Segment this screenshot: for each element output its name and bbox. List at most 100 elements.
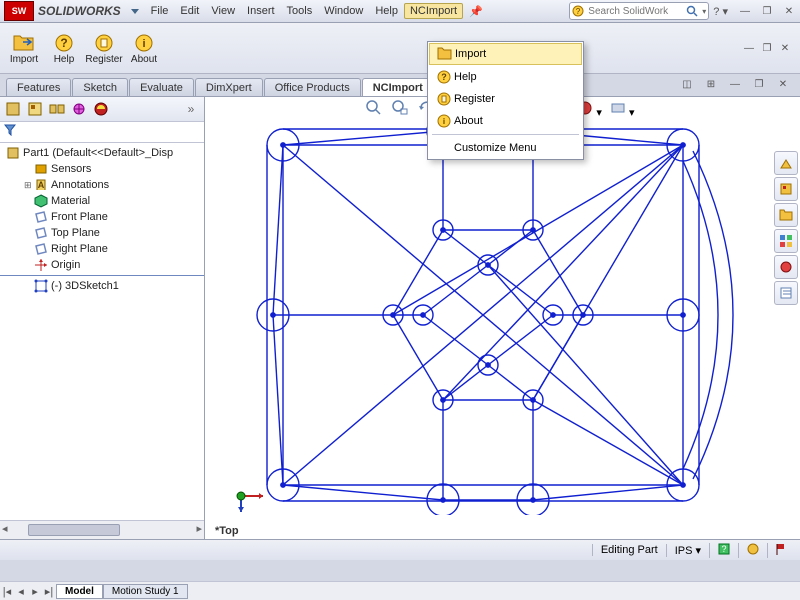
view-palette-icon[interactable] (774, 229, 798, 253)
dropdown-item-import[interactable]: Import (429, 43, 582, 65)
scrollbar-thumb[interactable] (28, 524, 120, 536)
expand-icon[interactable]: ⊞ (24, 180, 34, 191)
dropdown-item-about[interactable]: i About (428, 110, 583, 132)
tree-item-label: Front Plane (51, 211, 108, 223)
doc-minimize-button[interactable]: — (739, 40, 759, 56)
tab-evaluate[interactable]: Evaluate (129, 78, 194, 96)
tree-tab-feature-icon[interactable] (2, 99, 24, 119)
tree-tab-display-icon[interactable] (90, 99, 112, 119)
menu-dropdown-arrow[interactable] (131, 9, 139, 14)
tab-next-icon[interactable]: ▸ (28, 585, 42, 598)
menu-edit[interactable]: Edit (174, 3, 205, 19)
restore-button[interactable]: ❐ (757, 3, 777, 19)
tree-item-label: (-) 3DSketch1 (51, 280, 119, 292)
appearances-icon[interactable] (774, 255, 798, 279)
status-rebuild-icon[interactable] (738, 543, 767, 558)
search-input[interactable] (586, 5, 686, 18)
plane-icon (34, 242, 48, 256)
plane-icon (34, 226, 48, 240)
tree-item[interactable]: ⊞AAnnotations (0, 177, 204, 193)
bottom-tab-motion-study[interactable]: Motion Study 1 (103, 584, 188, 599)
menu-help[interactable]: Help (369, 3, 404, 19)
tree-item[interactable]: Sensors (0, 161, 204, 177)
tree-item-label: Right Plane (51, 243, 108, 255)
panel-min-button[interactable]: — (725, 76, 745, 92)
tab-ncimport[interactable]: NCImport (362, 78, 434, 96)
tree-overflow-icon[interactable]: » (180, 99, 202, 119)
panel-collapse-button[interactable]: ◫ (677, 76, 697, 92)
main-toolbar: Import ? Help Register i About — ❐ ✕ (0, 23, 800, 74)
tree-tab-config-icon[interactable] (46, 99, 68, 119)
tree-item-label: Material (51, 195, 90, 207)
dropdown-item-help[interactable]: ? Help (428, 66, 583, 88)
tree-rollback-bar[interactable] (0, 275, 204, 276)
menu-insert[interactable]: Insert (241, 3, 281, 19)
tab-sketch[interactable]: Sketch (72, 78, 128, 96)
command-manager-tabs: Features Sketch Evaluate DimXpert Office… (0, 74, 800, 97)
panel-close-button[interactable]: ✕ (773, 76, 793, 92)
tab-office-products[interactable]: Office Products (264, 78, 361, 96)
tree-item-label: Origin (51, 259, 80, 271)
status-flag-icon[interactable] (767, 543, 794, 558)
viewport[interactable]: ▾ ▾ ▾ ▾ ▾ ▾ *Top (205, 97, 800, 539)
help-icon: ? (53, 32, 75, 54)
dropdown-customize-menu[interactable]: Customize Menu (428, 137, 583, 159)
dropdown-separator (432, 134, 579, 135)
app-logo: SW (4, 1, 34, 21)
tree-item[interactable]: (-) 3DSketch1 (0, 278, 204, 294)
panel-max-button[interactable]: ❐ (749, 76, 769, 92)
doc-restore-button[interactable]: ❐ (757, 40, 777, 56)
about-button[interactable]: i About (124, 32, 164, 65)
tree-tab-dimxpert-icon[interactable] (68, 99, 90, 119)
part-icon (6, 146, 20, 160)
tree-item[interactable]: Origin (0, 257, 204, 273)
panel-tile-button[interactable]: ⊞ (701, 76, 721, 92)
tab-prev-icon[interactable]: ◂ (14, 585, 28, 598)
doc-close-button[interactable]: ✕ (775, 40, 795, 56)
custom-props-icon[interactable] (774, 281, 798, 305)
tab-features[interactable]: Features (6, 78, 71, 96)
close-button[interactable]: ✕ (779, 3, 799, 19)
folder-import-icon (13, 32, 35, 54)
register-button[interactable]: Register (84, 32, 124, 65)
tree-tab-property-icon[interactable] (24, 99, 46, 119)
tab-dimxpert[interactable]: DimXpert (195, 78, 263, 96)
search-icon[interactable] (686, 5, 698, 17)
file-explorer-icon[interactable] (774, 203, 798, 227)
search-dropdown-arrow[interactable]: ▾ (702, 7, 706, 16)
view-label: *Top (215, 525, 239, 537)
ncimport-dropdown: Import ? Help Register i About Customize… (427, 41, 584, 160)
menu-window[interactable]: Window (318, 3, 369, 19)
help-bubble-icon: ? (572, 5, 584, 17)
minimize-button[interactable]: — (735, 3, 755, 19)
tree-item[interactable]: Front Plane (0, 209, 204, 225)
dropdown-item-register[interactable]: Register (428, 88, 583, 110)
bottom-tab-model[interactable]: Model (56, 584, 103, 599)
tree-filter-bar[interactable] (0, 122, 204, 143)
status-help-icon[interactable]: ? (709, 543, 738, 558)
help-icon: ? (434, 70, 454, 84)
pin-icon[interactable]: 📌 (469, 5, 483, 18)
sw-resources-icon[interactable] (774, 151, 798, 175)
design-library-icon[interactable] (774, 177, 798, 201)
tab-first-icon[interactable]: |◂ (0, 585, 14, 598)
sketch-icon (34, 279, 48, 293)
tree-root[interactable]: Part1 (Default<<Default>_Disp (0, 145, 204, 161)
tab-last-icon[interactable]: ▸| (42, 585, 56, 598)
tree-toolbar: » (0, 97, 204, 122)
help-dropdown[interactable]: ? ▾ (713, 5, 728, 18)
import-button[interactable]: Import (4, 32, 44, 65)
title-bar: SW SOLIDWORKS File Edit View Insert Tool… (0, 0, 800, 23)
status-units[interactable]: IPS ▾ (666, 544, 709, 557)
help-button[interactable]: ? Help (44, 32, 84, 65)
tree-hscrollbar[interactable]: ◂ ▸ (0, 520, 204, 539)
status-mode: Editing Part (592, 544, 666, 556)
menu-file[interactable]: File (145, 3, 175, 19)
menu-tools[interactable]: Tools (281, 3, 319, 19)
tree-item[interactable]: Right Plane (0, 241, 204, 257)
tree-item[interactable]: Material (0, 193, 204, 209)
tree-item[interactable]: Top Plane (0, 225, 204, 241)
svg-text:?: ? (60, 36, 67, 50)
menu-view[interactable]: View (205, 3, 241, 19)
menu-ncimport[interactable]: NCImport (404, 3, 463, 19)
